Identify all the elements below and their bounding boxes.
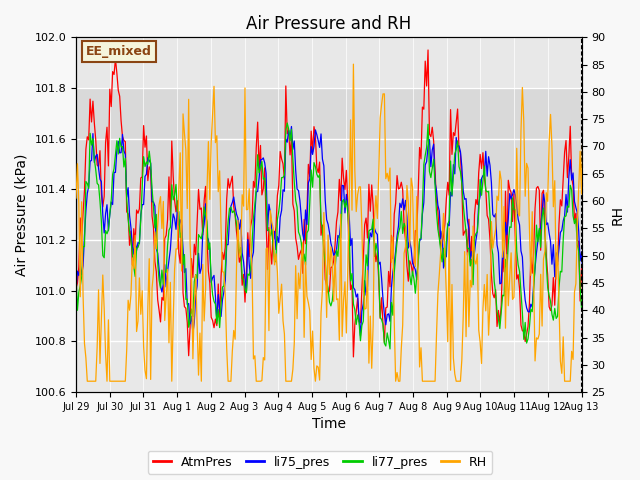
- X-axis label: Time: Time: [312, 418, 346, 432]
- Y-axis label: RH: RH: [611, 205, 625, 225]
- Title: Air Pressure and RH: Air Pressure and RH: [246, 15, 412, 33]
- Text: EE_mixed: EE_mixed: [86, 45, 152, 58]
- Legend: AtmPres, li75_pres, li77_pres, RH: AtmPres, li75_pres, li77_pres, RH: [148, 451, 492, 474]
- Y-axis label: Air Pressure (kPa): Air Pressure (kPa): [15, 154, 29, 276]
- Bar: [76, 88, 582, 291]
